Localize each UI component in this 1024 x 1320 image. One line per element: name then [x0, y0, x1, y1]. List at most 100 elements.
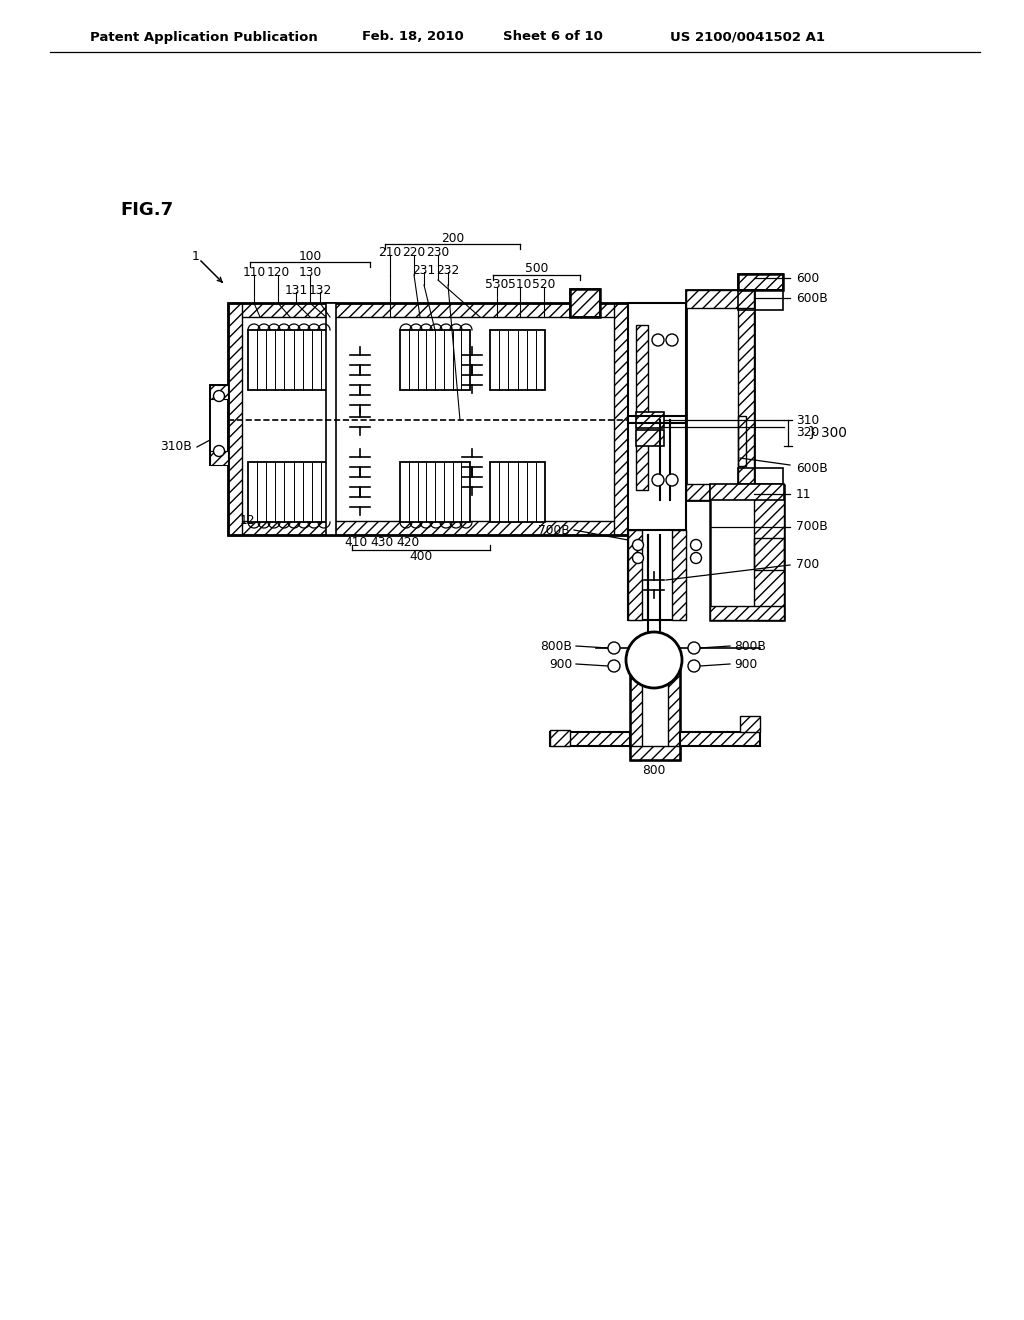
Text: 132: 132	[308, 284, 332, 297]
Text: 120: 120	[266, 267, 290, 280]
Circle shape	[626, 632, 682, 688]
Bar	[636, 430, 664, 446]
Text: 230: 230	[426, 247, 450, 260]
Bar	[628, 304, 686, 535]
Text: 310: 310	[796, 413, 819, 426]
Text: } 300: } 300	[808, 426, 847, 440]
Bar	[686, 484, 754, 500]
Circle shape	[688, 642, 700, 653]
Text: 600B: 600B	[796, 462, 827, 474]
Bar	[636, 412, 664, 428]
Bar	[738, 275, 783, 290]
Text: 420: 420	[396, 536, 420, 549]
Bar	[668, 660, 680, 760]
Bar	[738, 275, 783, 290]
Text: 800: 800	[642, 763, 666, 776]
Bar	[248, 330, 330, 389]
Circle shape	[666, 334, 678, 346]
Text: 520: 520	[532, 279, 556, 292]
Text: 210: 210	[379, 247, 401, 260]
Text: 11: 11	[796, 487, 811, 500]
Text: 510: 510	[508, 279, 531, 292]
Circle shape	[633, 553, 643, 564]
Text: Sheet 6 of 10: Sheet 6 of 10	[503, 30, 603, 44]
Circle shape	[633, 540, 643, 550]
Circle shape	[608, 642, 620, 653]
Text: 100: 100	[298, 249, 322, 263]
Circle shape	[666, 474, 678, 486]
Bar	[550, 733, 630, 746]
Bar	[550, 730, 570, 746]
Bar	[614, 304, 628, 535]
Text: 110: 110	[243, 267, 265, 280]
Text: 310B: 310B	[160, 441, 193, 454]
Bar	[550, 733, 630, 746]
Text: 700B: 700B	[539, 524, 570, 536]
Bar	[570, 289, 600, 317]
Bar	[686, 290, 754, 308]
Text: 400: 400	[410, 550, 432, 564]
Bar	[686, 290, 754, 500]
Text: 231: 231	[413, 264, 435, 276]
Circle shape	[652, 334, 664, 346]
Text: Patent Application Publication: Patent Application Publication	[90, 30, 317, 44]
Bar	[680, 733, 760, 746]
Bar	[210, 385, 228, 399]
Text: 1: 1	[193, 249, 200, 263]
Bar	[570, 289, 600, 317]
Bar	[636, 325, 648, 490]
Bar	[248, 462, 330, 521]
Bar	[210, 385, 228, 465]
Text: 220: 220	[402, 247, 426, 260]
Bar	[738, 290, 783, 310]
Text: 500: 500	[525, 263, 549, 276]
Text: 800B: 800B	[540, 639, 572, 652]
Text: 800B: 800B	[734, 639, 766, 652]
Text: 900: 900	[734, 657, 758, 671]
Circle shape	[608, 660, 620, 672]
Circle shape	[688, 660, 700, 672]
Text: 700B: 700B	[796, 520, 827, 533]
Bar	[754, 484, 784, 620]
Bar	[400, 462, 470, 521]
Bar	[738, 290, 754, 500]
Text: Feb. 18, 2010: Feb. 18, 2010	[362, 30, 464, 44]
Text: 200: 200	[441, 231, 465, 244]
Bar	[754, 539, 784, 570]
Bar	[228, 304, 242, 535]
Bar	[710, 484, 784, 620]
Bar	[710, 606, 784, 620]
Circle shape	[690, 540, 701, 550]
Text: 530: 530	[485, 279, 509, 292]
Bar	[326, 304, 336, 535]
Bar	[628, 531, 686, 620]
Text: 12: 12	[240, 513, 256, 527]
Text: 130: 130	[298, 267, 322, 280]
Bar	[680, 733, 760, 746]
Bar	[738, 469, 783, 484]
Bar	[400, 330, 470, 389]
Bar	[672, 531, 686, 620]
Bar	[738, 416, 746, 466]
Bar	[228, 521, 628, 535]
Circle shape	[213, 446, 224, 457]
Text: 430: 430	[371, 536, 393, 549]
Bar	[210, 451, 228, 465]
Bar	[228, 304, 628, 317]
Circle shape	[690, 553, 701, 564]
Text: 232: 232	[436, 264, 460, 276]
Bar	[630, 660, 680, 760]
Text: 700: 700	[796, 558, 819, 572]
Bar	[630, 746, 680, 760]
Circle shape	[652, 474, 664, 486]
Bar	[490, 330, 545, 389]
Bar	[628, 531, 642, 620]
Bar	[710, 484, 784, 500]
Text: FIG.7: FIG.7	[120, 201, 173, 219]
Text: 131: 131	[285, 284, 307, 297]
Text: 900: 900	[549, 657, 572, 671]
Text: US 2100/0041502 A1: US 2100/0041502 A1	[670, 30, 825, 44]
Text: 600: 600	[796, 272, 819, 285]
Text: 410: 410	[344, 536, 368, 549]
Bar	[228, 304, 628, 535]
